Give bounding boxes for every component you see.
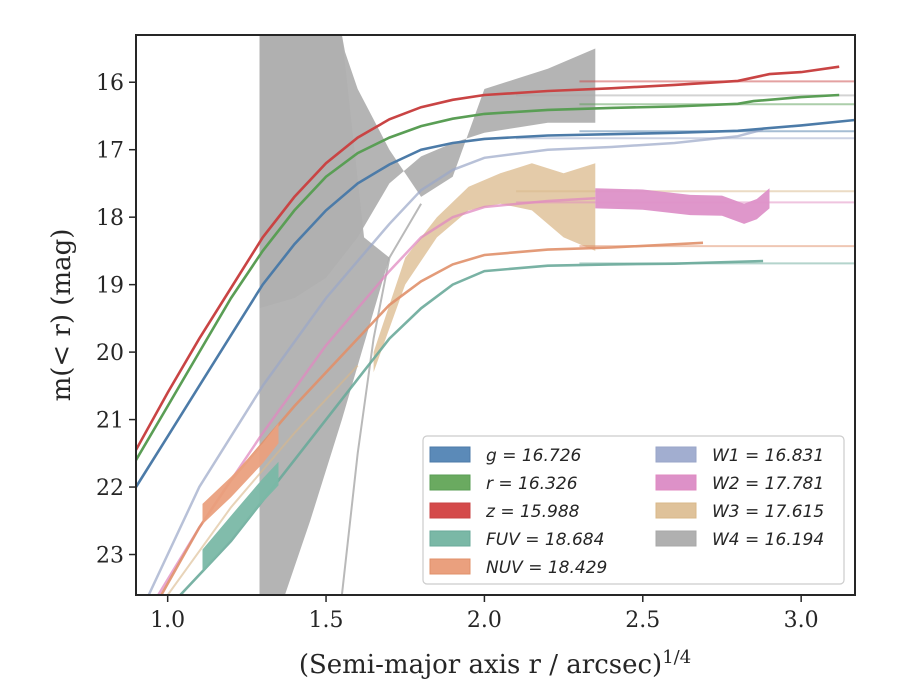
plot-area [136, 35, 855, 595]
legend-label-w2: W2 = 17.781 [712, 474, 824, 494]
legend-label-z: z = 15.988 [485, 502, 580, 522]
plot-frame [135, 34, 856, 596]
legend-swatch-w2 [655, 474, 697, 491]
x-tick-label: 2.5 [625, 608, 660, 633]
legend-label-g: g = 16.726 [486, 446, 582, 466]
series-fuv-line [179, 259, 764, 595]
y-tick-label: 17 [96, 139, 124, 164]
series-g-line [136, 118, 855, 488]
series-z-line [136, 65, 840, 451]
x-axis: 1.0 1.5 2.0 2.5 3.0 [150, 595, 819, 633]
legend-swatch-r [429, 474, 471, 491]
legend-swatch-nuv [429, 558, 471, 575]
series-fuv-band [202, 461, 279, 574]
x-tick-label: 1.0 [150, 608, 185, 633]
legend-swatch-w1 [655, 446, 697, 463]
y-axis-label: m(< r) (mag) [47, 229, 77, 402]
legend-label-w4: W4 = 16.194 [712, 530, 824, 550]
y-tick-label: 16 [96, 71, 124, 96]
x-tick-label: 1.5 [309, 608, 344, 633]
legend-swatch-w4 [655, 530, 697, 547]
legend-swatch-z [429, 502, 471, 519]
legend: g = 16.726 r = 16.326 z = 15.988 FUV = 18.6… [422, 435, 845, 585]
legend-label-nuv: NUV = 18.429 [486, 558, 607, 578]
legend-label-fuv: FUV = 18.684 [486, 530, 604, 550]
legend-swatch-g [429, 446, 471, 463]
y-tick-label: 19 [96, 274, 124, 299]
y-tick-label: 22 [96, 476, 124, 501]
series-w3-model [166, 364, 359, 595]
y-tick-label: 20 [96, 341, 124, 366]
y-tick-label: 18 [96, 206, 124, 231]
series-w1-line [147, 128, 764, 595]
legend-swatch-fuv [429, 530, 471, 547]
series-w4-model [340, 203, 422, 595]
x-tick-label: 3.0 [784, 608, 819, 633]
legend-label-r: r = 16.326 [486, 474, 578, 494]
series-w3-band [373, 163, 596, 373]
legend-box [422, 435, 845, 585]
series-r-line [136, 93, 840, 461]
x-axis-label: (Semi-major axis r / arcsec)1/4 [299, 647, 691, 680]
y-tick-label: 21 [96, 409, 124, 434]
legend-label-w1: W1 = 16.831 [712, 446, 824, 466]
x-tick-label: 2.0 [467, 608, 502, 633]
legend-swatch-w3 [655, 502, 697, 519]
series-w2-band [595, 188, 770, 224]
series-nuv-band [202, 423, 279, 525]
y-tick-label: 23 [96, 544, 124, 569]
legend-label-w3: W3 = 17.615 [712, 502, 824, 522]
series-w4-shell [259, 35, 390, 595]
y-axis: 16 17 18 19 20 21 22 23 [96, 71, 136, 569]
